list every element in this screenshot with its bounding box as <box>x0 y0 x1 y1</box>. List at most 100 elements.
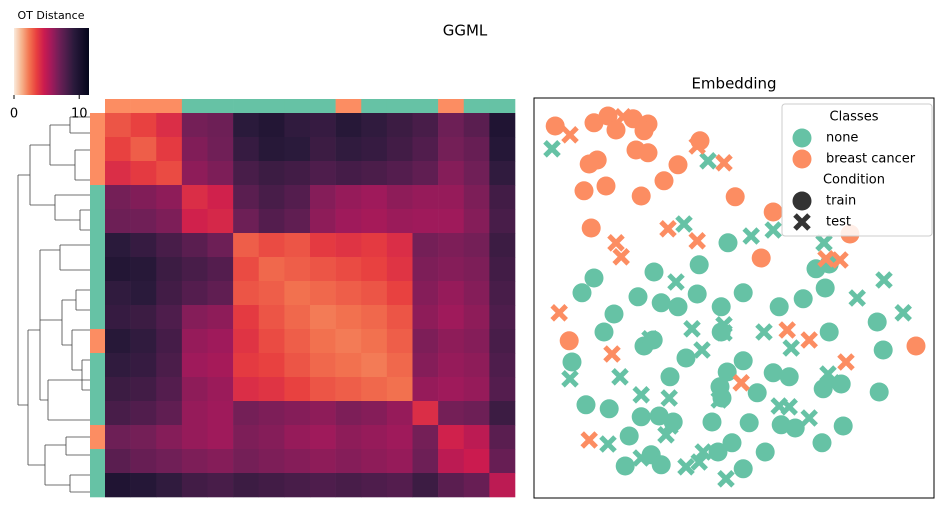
heatmap-cell <box>207 257 234 282</box>
heatmap-cell <box>310 449 336 474</box>
heatmap-cell <box>181 329 208 354</box>
cross-marker <box>580 431 598 449</box>
heatmap-cell <box>489 113 516 138</box>
cross-marker <box>603 345 621 363</box>
circle-marker <box>755 442 775 462</box>
row-class-strip <box>90 257 105 282</box>
heatmap-cell <box>489 449 516 474</box>
heatmap-cell <box>233 473 260 498</box>
circle-marker <box>833 416 853 436</box>
heatmap-cell <box>489 425 516 450</box>
heatmap-cell <box>258 401 285 426</box>
cross-marker <box>894 304 912 322</box>
heatmap-cell <box>284 305 311 330</box>
cross-marker <box>717 470 735 488</box>
circle-marker <box>725 187 745 207</box>
heatmap-cell <box>284 161 311 186</box>
circle-marker <box>598 106 618 126</box>
heatmap-cell <box>156 401 183 426</box>
row-class-strip <box>90 161 105 186</box>
cross-marker <box>823 374 841 392</box>
heatmap-cell <box>335 257 362 282</box>
circle-marker <box>702 412 722 432</box>
cross-marker <box>715 324 733 342</box>
circle-marker <box>644 262 664 282</box>
heatmap-cell <box>105 161 131 186</box>
cross-marker <box>688 137 706 155</box>
row-class-strip <box>90 353 105 378</box>
cross-marker <box>778 321 796 339</box>
heatmap-cell <box>489 257 516 282</box>
row-class-strip <box>90 473 105 498</box>
cross-marker <box>660 389 678 407</box>
heatmap-cell <box>105 401 131 426</box>
heatmap-cell <box>105 233 131 258</box>
heatmap-cell <box>130 209 157 234</box>
heatmap-cell <box>284 209 311 234</box>
heatmap-cell <box>156 473 183 498</box>
heatmap-cell <box>258 137 285 162</box>
cross-marker <box>793 213 811 231</box>
heatmap-cell <box>335 305 362 330</box>
heatmap-cell <box>233 113 260 138</box>
heatmap-cell <box>463 425 490 450</box>
heatmap-cell <box>284 113 311 138</box>
cross-marker <box>817 250 835 268</box>
heatmap-cell <box>438 185 465 210</box>
heatmap-cell <box>361 305 388 330</box>
circle-marker <box>668 155 688 175</box>
cross-marker <box>815 234 833 252</box>
heatmap-cell <box>130 377 157 402</box>
row-class-strip <box>90 137 105 162</box>
col-class-strip <box>463 99 490 113</box>
cross-marker <box>611 368 629 386</box>
heatmap-cell <box>130 425 157 450</box>
cross-marker <box>764 221 782 239</box>
heatmap-cell <box>489 209 516 234</box>
heatmap-cell <box>105 329 131 354</box>
heatmap-cell <box>130 137 157 162</box>
heatmap-cell <box>105 377 131 402</box>
heatmap-cell <box>438 305 465 330</box>
heatmap-cell <box>489 305 516 330</box>
circle-marker <box>574 181 594 201</box>
circle-marker <box>638 143 658 163</box>
heatmap-cell <box>463 257 490 282</box>
circle-marker <box>739 413 759 433</box>
heatmap-cell <box>463 281 490 306</box>
heatmap-cell <box>233 281 260 306</box>
heatmap-cell <box>361 401 388 426</box>
circle-marker <box>751 248 771 268</box>
heatmap-cell <box>156 161 183 186</box>
heatmap-cell <box>335 473 362 498</box>
col-class-strip <box>181 99 208 113</box>
heatmap-cell <box>258 449 285 474</box>
heatmap-cell <box>310 305 336 330</box>
cross-marker <box>699 152 717 170</box>
heatmap-cell <box>463 113 490 138</box>
heatmap-cell <box>284 257 311 282</box>
legend-box <box>781 103 933 237</box>
legend-label: test <box>826 215 851 230</box>
heatmap-cell <box>412 209 439 234</box>
colorbar-label: OT Distance <box>18 9 85 22</box>
scatter-title: Embedding <box>691 75 776 93</box>
circle-marker <box>615 456 635 476</box>
heatmap-cell <box>335 329 362 354</box>
heatmap-cell <box>258 305 285 330</box>
cross-marker <box>612 248 630 266</box>
heatmap-cell <box>438 425 465 450</box>
heatmap-cell <box>412 305 439 330</box>
heatmap-cell <box>181 137 208 162</box>
heatmap-cell <box>130 305 157 330</box>
heatmap-cell <box>258 473 285 498</box>
row-class-strip <box>90 449 105 474</box>
heatmap-cell <box>361 185 388 210</box>
heatmap-cell <box>105 449 131 474</box>
heatmap-cell <box>489 281 516 306</box>
heatmap-cell <box>207 425 234 450</box>
heatmap-cell <box>105 209 131 234</box>
heatmap-cell <box>130 401 157 426</box>
circle-marker <box>785 418 805 438</box>
